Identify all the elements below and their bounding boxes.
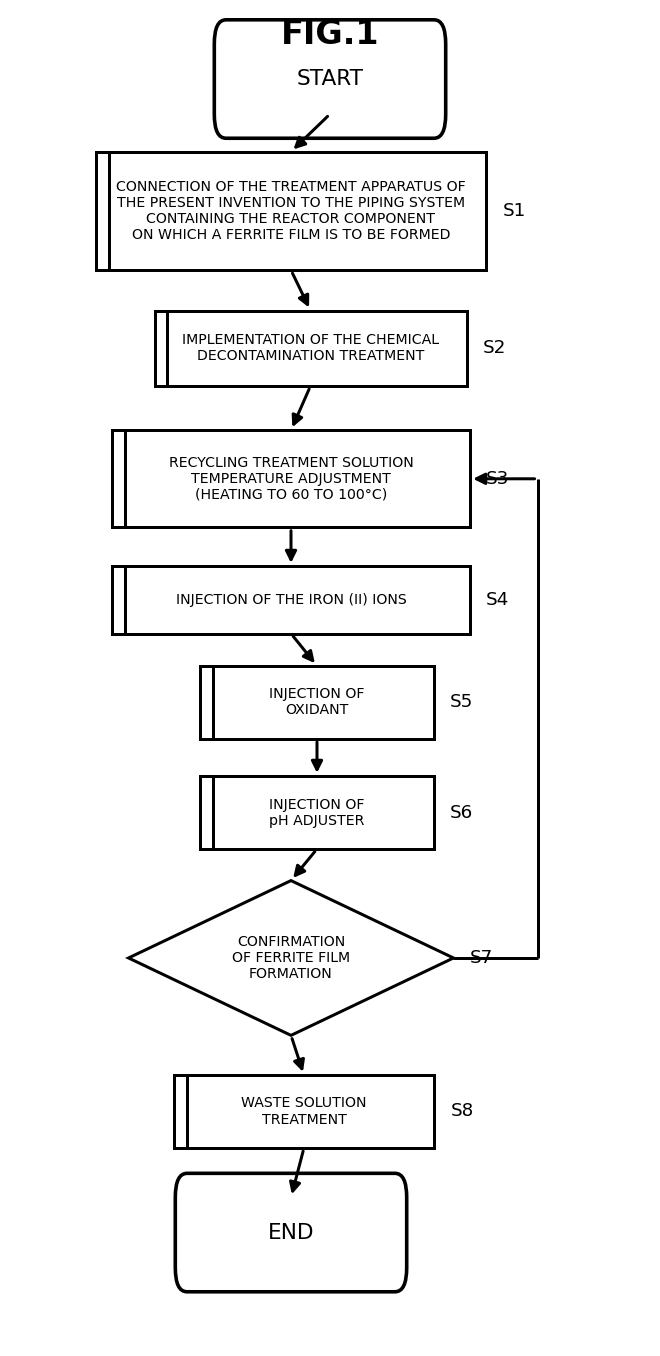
Bar: [112, 430, 470, 527]
Text: S7: S7: [470, 949, 493, 967]
Text: INJECTION OF
OXIDANT: INJECTION OF OXIDANT: [269, 687, 365, 717]
Text: START: START: [296, 69, 364, 89]
Text: S3: S3: [486, 469, 510, 488]
Bar: [200, 666, 434, 739]
Text: S5: S5: [450, 693, 474, 712]
Text: END: END: [268, 1223, 314, 1242]
Text: RECYCLING TREATMENT SOLUTION
TEMPERATURE ADJUSTMENT
(HEATING TO 60 TO 100°C): RECYCLING TREATMENT SOLUTION TEMPERATURE…: [168, 456, 413, 502]
Text: CONNECTION OF THE TREATMENT APPARATUS OF
THE PRESENT INVENTION TO THE PIPING SYS: CONNECTION OF THE TREATMENT APPARATUS OF…: [116, 179, 466, 243]
FancyBboxPatch shape: [214, 20, 446, 138]
FancyBboxPatch shape: [176, 1173, 407, 1292]
Text: S2: S2: [482, 339, 506, 357]
Bar: [154, 311, 467, 386]
Text: WASTE SOLUTION
TREATMENT: WASTE SOLUTION TREATMENT: [242, 1096, 367, 1127]
Text: S1: S1: [502, 202, 525, 220]
Bar: [174, 1075, 434, 1147]
Polygon shape: [129, 880, 453, 1036]
Text: CONFIRMATION
OF FERRITE FILM
FORMATION: CONFIRMATION OF FERRITE FILM FORMATION: [232, 934, 350, 982]
Text: S8: S8: [450, 1102, 473, 1120]
Text: INJECTION OF THE IRON (II) IONS: INJECTION OF THE IRON (II) IONS: [176, 593, 407, 607]
Bar: [200, 776, 434, 849]
Text: IMPLEMENTATION OF THE CHEMICAL
DECONTAMINATION TREATMENT: IMPLEMENTATION OF THE CHEMICAL DECONTAMI…: [182, 334, 439, 363]
Text: S6: S6: [450, 804, 473, 822]
Bar: [96, 152, 486, 270]
Text: FIG.1: FIG.1: [280, 18, 380, 52]
Bar: [112, 567, 470, 633]
Text: S4: S4: [486, 591, 510, 609]
Text: INJECTION OF
pH ADJUSTER: INJECTION OF pH ADJUSTER: [269, 797, 365, 827]
